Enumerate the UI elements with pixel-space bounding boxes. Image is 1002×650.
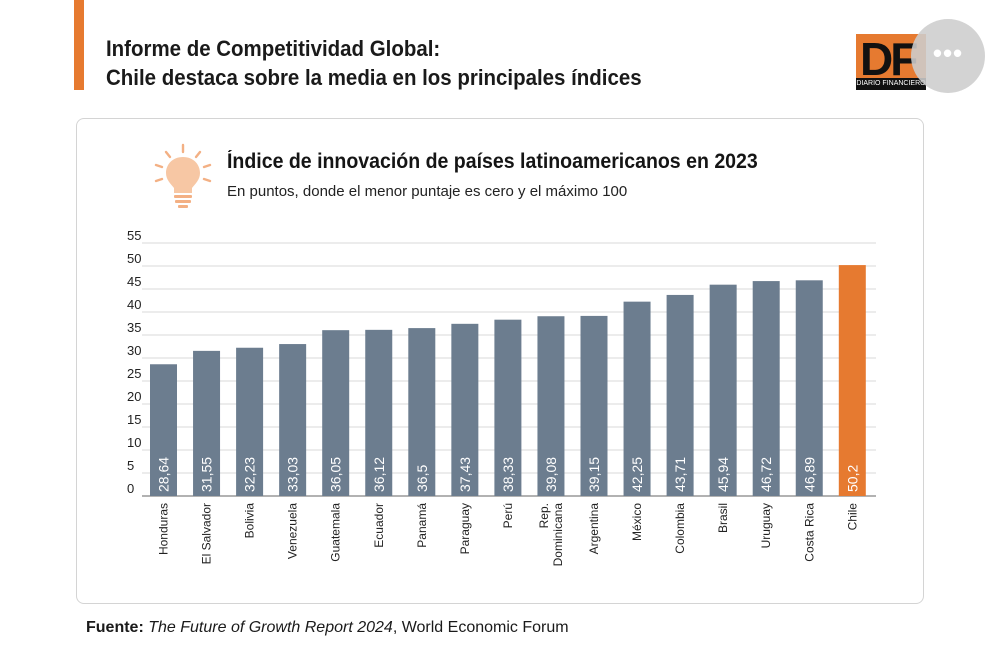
y-tick-label: 20 [127,389,141,404]
y-tick-label: 15 [127,412,141,427]
accent-bar [74,0,84,90]
y-tick-label: 50 [127,251,141,266]
bar-value-label: 45,94 [715,457,731,492]
category-label: Paraguay [458,503,472,554]
y-tick-label: 55 [127,228,141,243]
y-tick-label: 0 [127,481,134,496]
bar-value-label: 36,12 [371,457,387,492]
category-label: El Salvador [200,503,214,564]
source-note: Fuente: The Future of Growth Report 2024… [86,619,569,637]
bar-value-label: 46,72 [758,457,774,492]
bar-value-label: 31,55 [199,457,215,492]
logo-text: DF [860,33,918,85]
bar [365,329,393,496]
bar [451,323,479,496]
bar [322,330,350,496]
bar-value-label: 46,89 [801,457,817,492]
lightbulb-icon [154,143,212,208]
y-tick-label: 35 [127,320,141,335]
bar [193,350,221,496]
category-label: Dominicana [551,503,565,567]
title-line-2: Chile destaca sobre la media en los prin… [106,65,642,90]
bar [537,316,565,496]
bar [279,344,307,496]
category-label: Bolivia [243,503,257,539]
bar-value-label: 32,23 [242,457,258,492]
y-tick-label: 5 [127,458,134,473]
bar-value-label: 33,03 [285,457,301,492]
category-label: México [630,503,644,541]
bar-value-label: 39,15 [586,457,602,492]
y-tick-label: 40 [127,297,141,312]
bar [408,328,436,496]
bar-value-label: 39,08 [543,457,559,492]
chart-title: Índice de innovación de países latinoame… [227,150,758,173]
title-line-1: Informe de Competitividad Global: [106,36,441,61]
y-tick-label: 10 [127,435,141,450]
bar-value-label: 28,64 [156,457,172,492]
bar [666,294,694,496]
page-title: Informe de Competitividad Global: Chile … [106,34,642,92]
category-label: Venezuela [286,503,300,559]
bar-value-label: 43,71 [672,457,688,492]
bar-value-label: 50,2 [844,465,860,492]
category-label: Argentina [587,503,601,555]
category-label: Uruguay [759,503,773,548]
y-tick-label: 25 [127,366,141,381]
bar [623,301,651,496]
category-label: Colombia [673,503,687,554]
bar-value-label: 36,05 [328,457,344,492]
category-label: Guatemala [329,503,343,562]
category-label: Chile [845,503,859,531]
bar-value-label: 38,33 [500,457,516,492]
bar [795,280,823,496]
category-label: Panamá [415,503,429,548]
bar [838,265,866,496]
more-horizontal-icon: ••• [932,38,964,68]
bar-value-label: 42,25 [629,457,645,492]
category-label: Perú [501,503,515,528]
more-options-button[interactable]: ••• [911,19,985,93]
y-tick-label: 30 [127,343,141,358]
source-label: Fuente: [86,619,144,636]
source-report: The Future of Growth Report 2024 [148,619,393,636]
source-org: , World Economic Forum [392,619,569,636]
bar-value-label: 37,43 [457,457,473,492]
chart-subtitle: En puntos, donde el menor puntaje es cer… [227,183,628,200]
bar-value-label: 36,5 [414,465,430,492]
category-label: Costa Rica [802,503,816,562]
bar [150,364,177,496]
bar [709,284,737,496]
category-label: Brasil [716,503,730,533]
bar [236,347,264,496]
logo-tagline: DIARIO FINANCIERO [856,78,926,90]
bar [494,319,522,496]
category-label: Ecuador [372,503,386,548]
y-tick-label: 45 [127,274,141,289]
bar [580,315,608,496]
bar [752,281,780,496]
category-label: Honduras [157,503,171,555]
category-label: Rep. [537,503,551,528]
